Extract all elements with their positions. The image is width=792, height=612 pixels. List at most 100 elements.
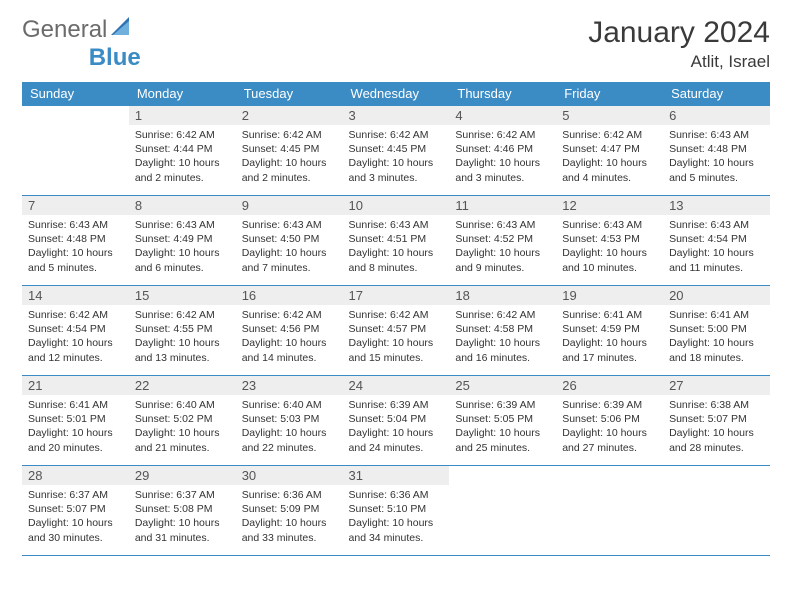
sunset-text: Sunset: 4:45 PM bbox=[242, 142, 337, 156]
daylight-text: Daylight: 10 hours and 18 minutes. bbox=[669, 336, 764, 364]
calendar-day-cell: 28Sunrise: 6:37 AMSunset: 5:07 PMDayligh… bbox=[22, 466, 129, 556]
calendar-day-cell: 14Sunrise: 6:42 AMSunset: 4:54 PMDayligh… bbox=[22, 286, 129, 376]
day-details: Sunrise: 6:36 AMSunset: 5:09 PMDaylight:… bbox=[236, 485, 343, 551]
sunrise-text: Sunrise: 6:40 AM bbox=[135, 398, 230, 412]
sunrise-text: Sunrise: 6:42 AM bbox=[562, 128, 657, 142]
weekday-header: Friday bbox=[556, 82, 663, 106]
daylight-text: Daylight: 10 hours and 27 minutes. bbox=[562, 426, 657, 454]
daylight-text: Daylight: 10 hours and 21 minutes. bbox=[135, 426, 230, 454]
sunrise-text: Sunrise: 6:42 AM bbox=[455, 308, 550, 322]
sunset-text: Sunset: 5:05 PM bbox=[455, 412, 550, 426]
day-details: Sunrise: 6:41 AMSunset: 5:00 PMDaylight:… bbox=[663, 305, 770, 371]
calendar-day-cell: 20Sunrise: 6:41 AMSunset: 5:00 PMDayligh… bbox=[663, 286, 770, 376]
calendar-day-cell: 24Sunrise: 6:39 AMSunset: 5:04 PMDayligh… bbox=[343, 376, 450, 466]
sunrise-text: Sunrise: 6:42 AM bbox=[349, 128, 444, 142]
day-number: 25 bbox=[449, 376, 556, 395]
calendar-day-cell: 2Sunrise: 6:42 AMSunset: 4:45 PMDaylight… bbox=[236, 106, 343, 196]
day-details: Sunrise: 6:42 AMSunset: 4:55 PMDaylight:… bbox=[129, 305, 236, 371]
calendar-day-cell: 19Sunrise: 6:41 AMSunset: 4:59 PMDayligh… bbox=[556, 286, 663, 376]
day-details: Sunrise: 6:41 AMSunset: 4:59 PMDaylight:… bbox=[556, 305, 663, 371]
calendar-day-cell: 10Sunrise: 6:43 AMSunset: 4:51 PMDayligh… bbox=[343, 196, 450, 286]
sunset-text: Sunset: 4:54 PM bbox=[669, 232, 764, 246]
sunset-text: Sunset: 4:57 PM bbox=[349, 322, 444, 336]
sunset-text: Sunset: 5:01 PM bbox=[28, 412, 123, 426]
sunrise-text: Sunrise: 6:39 AM bbox=[455, 398, 550, 412]
day-details: Sunrise: 6:36 AMSunset: 5:10 PMDaylight:… bbox=[343, 485, 450, 551]
calendar-day-cell: 12Sunrise: 6:43 AMSunset: 4:53 PMDayligh… bbox=[556, 196, 663, 286]
calendar-day-cell: 22Sunrise: 6:40 AMSunset: 5:02 PMDayligh… bbox=[129, 376, 236, 466]
day-details: Sunrise: 6:42 AMSunset: 4:56 PMDaylight:… bbox=[236, 305, 343, 371]
day-details: Sunrise: 6:42 AMSunset: 4:46 PMDaylight:… bbox=[449, 125, 556, 191]
sunrise-text: Sunrise: 6:36 AM bbox=[242, 488, 337, 502]
day-number: 1 bbox=[129, 106, 236, 125]
daylight-text: Daylight: 10 hours and 28 minutes. bbox=[669, 426, 764, 454]
calendar-day-cell: 1Sunrise: 6:42 AMSunset: 4:44 PMDaylight… bbox=[129, 106, 236, 196]
day-details: Sunrise: 6:38 AMSunset: 5:07 PMDaylight:… bbox=[663, 395, 770, 461]
calendar-empty-cell bbox=[556, 466, 663, 556]
sunrise-text: Sunrise: 6:43 AM bbox=[455, 218, 550, 232]
calendar-day-cell: 18Sunrise: 6:42 AMSunset: 4:58 PMDayligh… bbox=[449, 286, 556, 376]
day-details: Sunrise: 6:43 AMSunset: 4:53 PMDaylight:… bbox=[556, 215, 663, 281]
calendar-day-cell: 13Sunrise: 6:43 AMSunset: 4:54 PMDayligh… bbox=[663, 196, 770, 286]
sunset-text: Sunset: 4:53 PM bbox=[562, 232, 657, 246]
day-number: 30 bbox=[236, 466, 343, 485]
daylight-text: Daylight: 10 hours and 2 minutes. bbox=[135, 156, 230, 184]
logo-sail-icon bbox=[111, 16, 133, 44]
calendar-day-cell: 15Sunrise: 6:42 AMSunset: 4:55 PMDayligh… bbox=[129, 286, 236, 376]
calendar-day-cell: 5Sunrise: 6:42 AMSunset: 4:47 PMDaylight… bbox=[556, 106, 663, 196]
sunrise-text: Sunrise: 6:42 AM bbox=[242, 128, 337, 142]
calendar-day-cell: 30Sunrise: 6:36 AMSunset: 5:09 PMDayligh… bbox=[236, 466, 343, 556]
day-number: 9 bbox=[236, 196, 343, 215]
day-number: 7 bbox=[22, 196, 129, 215]
day-number: 3 bbox=[343, 106, 450, 125]
daylight-text: Daylight: 10 hours and 9 minutes. bbox=[455, 246, 550, 274]
sunrise-text: Sunrise: 6:41 AM bbox=[669, 308, 764, 322]
sunset-text: Sunset: 4:45 PM bbox=[349, 142, 444, 156]
day-number: 16 bbox=[236, 286, 343, 305]
day-details: Sunrise: 6:39 AMSunset: 5:06 PMDaylight:… bbox=[556, 395, 663, 461]
sunrise-text: Sunrise: 6:39 AM bbox=[562, 398, 657, 412]
day-number: 6 bbox=[663, 106, 770, 125]
month-title: January 2024 bbox=[588, 16, 770, 50]
sunset-text: Sunset: 5:08 PM bbox=[135, 502, 230, 516]
sunset-text: Sunset: 5:07 PM bbox=[669, 412, 764, 426]
calendar-day-cell: 26Sunrise: 6:39 AMSunset: 5:06 PMDayligh… bbox=[556, 376, 663, 466]
day-number: 17 bbox=[343, 286, 450, 305]
calendar-day-cell: 3Sunrise: 6:42 AMSunset: 4:45 PMDaylight… bbox=[343, 106, 450, 196]
daylight-text: Daylight: 10 hours and 31 minutes. bbox=[135, 516, 230, 544]
sunrise-text: Sunrise: 6:41 AM bbox=[562, 308, 657, 322]
day-details: Sunrise: 6:43 AMSunset: 4:48 PMDaylight:… bbox=[22, 215, 129, 281]
daylight-text: Daylight: 10 hours and 3 minutes. bbox=[455, 156, 550, 184]
day-number: 13 bbox=[663, 196, 770, 215]
calendar-week-row: 28Sunrise: 6:37 AMSunset: 5:07 PMDayligh… bbox=[22, 466, 770, 556]
daylight-text: Daylight: 10 hours and 33 minutes. bbox=[242, 516, 337, 544]
sunrise-text: Sunrise: 6:42 AM bbox=[349, 308, 444, 322]
daylight-text: Daylight: 10 hours and 12 minutes. bbox=[28, 336, 123, 364]
day-details: Sunrise: 6:43 AMSunset: 4:54 PMDaylight:… bbox=[663, 215, 770, 281]
sunset-text: Sunset: 4:55 PM bbox=[135, 322, 230, 336]
sunset-text: Sunset: 5:10 PM bbox=[349, 502, 444, 516]
calendar-day-cell: 21Sunrise: 6:41 AMSunset: 5:01 PMDayligh… bbox=[22, 376, 129, 466]
calendar-day-cell: 25Sunrise: 6:39 AMSunset: 5:05 PMDayligh… bbox=[449, 376, 556, 466]
logo: General bbox=[22, 16, 135, 44]
daylight-text: Daylight: 10 hours and 4 minutes. bbox=[562, 156, 657, 184]
location: Atlit, Israel bbox=[588, 52, 770, 72]
day-details: Sunrise: 6:37 AMSunset: 5:08 PMDaylight:… bbox=[129, 485, 236, 551]
weekday-header: Sunday bbox=[22, 82, 129, 106]
sunrise-text: Sunrise: 6:43 AM bbox=[28, 218, 123, 232]
day-details: Sunrise: 6:42 AMSunset: 4:47 PMDaylight:… bbox=[556, 125, 663, 191]
sunset-text: Sunset: 4:44 PM bbox=[135, 142, 230, 156]
day-details: Sunrise: 6:42 AMSunset: 4:57 PMDaylight:… bbox=[343, 305, 450, 371]
sunset-text: Sunset: 5:02 PM bbox=[135, 412, 230, 426]
logo-blue-row: Gene Blue bbox=[28, 44, 141, 72]
daylight-text: Daylight: 10 hours and 11 minutes. bbox=[669, 246, 764, 274]
sunset-text: Sunset: 4:47 PM bbox=[562, 142, 657, 156]
sunset-text: Sunset: 5:04 PM bbox=[349, 412, 444, 426]
sunset-text: Sunset: 4:48 PM bbox=[28, 232, 123, 246]
day-number: 28 bbox=[22, 466, 129, 485]
calendar-day-cell: 4Sunrise: 6:42 AMSunset: 4:46 PMDaylight… bbox=[449, 106, 556, 196]
sunset-text: Sunset: 4:59 PM bbox=[562, 322, 657, 336]
sunrise-text: Sunrise: 6:42 AM bbox=[242, 308, 337, 322]
sunrise-text: Sunrise: 6:37 AM bbox=[135, 488, 230, 502]
calendar-week-row: 7Sunrise: 6:43 AMSunset: 4:48 PMDaylight… bbox=[22, 196, 770, 286]
